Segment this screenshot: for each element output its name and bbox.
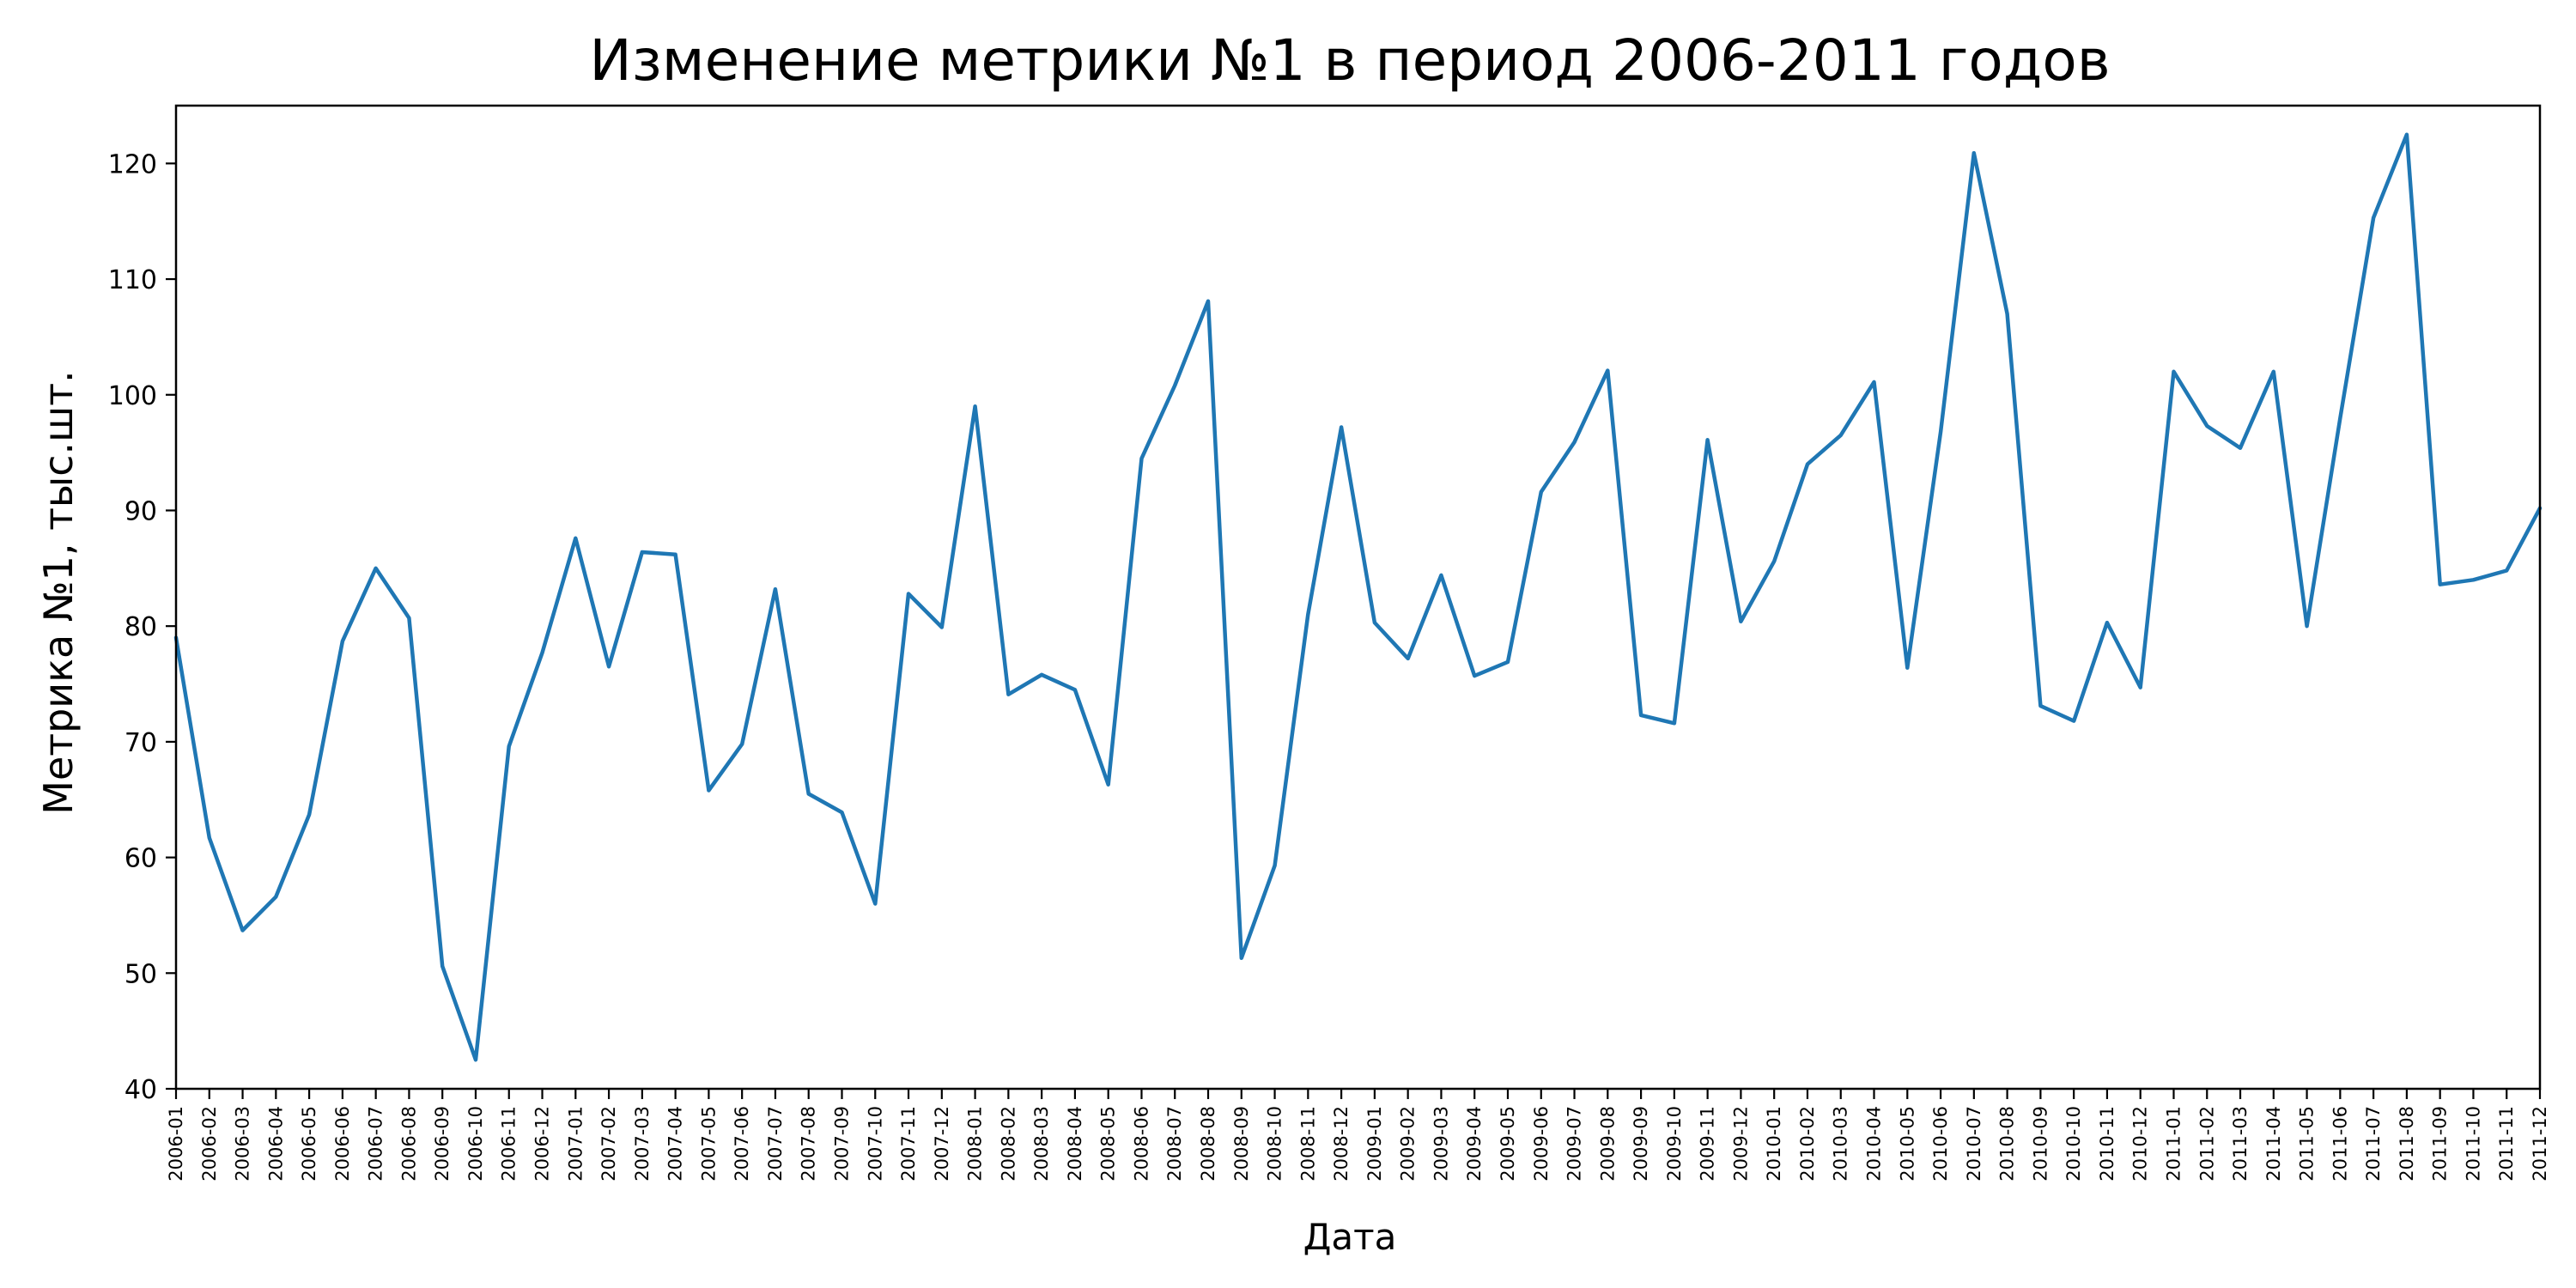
- x-tick-label: 2011-09: [2430, 1106, 2451, 1182]
- x-tick-label: 2008-02: [998, 1106, 1018, 1182]
- x-tick-label: 2006-10: [465, 1106, 486, 1182]
- x-tick-label: 2009-06: [1531, 1106, 1552, 1182]
- x-tick-label: 2006-04: [265, 1106, 286, 1182]
- y-tick-label: 60: [125, 844, 157, 874]
- x-tick-label: 2007-11: [898, 1106, 919, 1182]
- x-tick-label: 2009-02: [1398, 1106, 1419, 1182]
- x-tick-label: 2011-05: [2297, 1106, 2318, 1182]
- series-group: [173, 132, 2543, 1062]
- plot-area-frame: [174, 104, 2542, 1091]
- x-tick-label: 2011-04: [2263, 1106, 2284, 1182]
- x-tick-label: 2008-12: [1331, 1106, 1352, 1182]
- x-tick-label: 2006-03: [233, 1106, 253, 1182]
- x-tick-label: 2008-01: [965, 1106, 986, 1182]
- x-tick-label: 2011-06: [2330, 1106, 2350, 1182]
- x-tick-label: 2009-03: [1431, 1106, 1451, 1182]
- x-tick-label: 2010-10: [2063, 1106, 2084, 1182]
- x-tick-label: 2006-06: [332, 1106, 353, 1182]
- x-tick-label: 2010-06: [1930, 1106, 1951, 1182]
- x-tick-label: 2008-09: [1231, 1106, 1252, 1182]
- x-tick-label: 2010-05: [1897, 1106, 1917, 1182]
- x-tick-label: 2006-11: [499, 1106, 519, 1182]
- y-tick-label: 40: [125, 1075, 157, 1105]
- x-tick-label: 2008-04: [1065, 1106, 1085, 1182]
- y-tick-label: 100: [108, 381, 157, 411]
- y-tick-label: 90: [125, 496, 157, 526]
- x-tick-label: 2010-02: [1797, 1106, 1818, 1182]
- x-axis-ticks: 2006-01 2006-02 2006-03 2006-04 2006-05 2006-…: [166, 1089, 2550, 1182]
- x-tick-label: 2006-05: [299, 1106, 319, 1182]
- x-tick-label: 2010-03: [1831, 1106, 1851, 1182]
- x-tick-label: 2006-08: [398, 1106, 419, 1182]
- x-tick-label: 2009-04: [1464, 1106, 1485, 1182]
- y-axis-label: Метрика №1, тыс.шт.: [35, 370, 82, 814]
- x-tick-label: 2007-06: [732, 1106, 752, 1182]
- x-tick-label: 2008-03: [1031, 1106, 1052, 1182]
- x-tick-label: 2010-08: [1997, 1106, 2018, 1182]
- y-tick-label: 80: [125, 612, 157, 642]
- x-tick-label: 2010-04: [1864, 1106, 1885, 1182]
- x-tick-label: 2009-11: [1698, 1106, 1718, 1182]
- x-tick-label: 2007-02: [598, 1106, 619, 1182]
- x-tick-label: 2010-01: [1764, 1106, 1784, 1182]
- series-line-0: [173, 132, 2543, 1062]
- x-tick-label: 2009-01: [1364, 1106, 1385, 1182]
- x-tick-label: 2011-03: [2230, 1106, 2251, 1182]
- x-tick-label: 2009-07: [1564, 1106, 1585, 1182]
- x-tick-label: 2011-02: [2196, 1106, 2217, 1182]
- x-tick-label: 2008-08: [1198, 1106, 1218, 1182]
- x-tick-label: 2010-11: [2097, 1106, 2117, 1182]
- x-tick-label: 2011-10: [2463, 1106, 2483, 1182]
- x-tick-label: 2007-05: [698, 1106, 719, 1182]
- x-tick-label: 2007-04: [665, 1106, 686, 1182]
- y-axis-ticks: 40 50 60 70 80 90 100 110 120: [108, 149, 176, 1105]
- x-tick-label: 2011-01: [2163, 1106, 2184, 1182]
- chart-title: Изменение метрики №1 в период 2006-2011 …: [589, 27, 2110, 94]
- x-tick-label: 2007-07: [765, 1106, 786, 1182]
- x-axis-label: Дата: [1303, 1216, 1397, 1258]
- x-tick-label: 2009-12: [1730, 1106, 1751, 1182]
- x-tick-label: 2006-12: [532, 1106, 553, 1182]
- x-tick-label: 2010-07: [1964, 1106, 1984, 1182]
- x-tick-label: 2008-05: [1098, 1106, 1119, 1182]
- y-tick-label: 120: [108, 149, 157, 179]
- x-tick-label: 2010-09: [2030, 1106, 2050, 1182]
- x-tick-label: 2011-07: [2363, 1106, 2384, 1182]
- x-tick-label: 2008-06: [1131, 1106, 1151, 1182]
- x-tick-label: 2011-11: [2496, 1106, 2517, 1182]
- x-tick-label: 2006-07: [366, 1106, 386, 1182]
- x-tick-label: 2007-12: [932, 1106, 952, 1182]
- x-tick-label: 2007-08: [799, 1106, 819, 1182]
- x-tick-label: 2011-08: [2397, 1106, 2417, 1182]
- x-tick-label: 2006-09: [432, 1106, 453, 1182]
- x-tick-label: 2010-12: [2130, 1106, 2151, 1182]
- x-tick-label: 2009-05: [1498, 1106, 1518, 1182]
- y-tick-label: 110: [108, 265, 157, 295]
- x-tick-label: 2009-10: [1664, 1106, 1685, 1182]
- x-tick-label: 2011-12: [2530, 1106, 2550, 1182]
- x-tick-label: 2006-02: [199, 1106, 220, 1182]
- x-tick-label: 2008-10: [1265, 1106, 1285, 1182]
- y-tick-label: 50: [125, 959, 157, 989]
- x-tick-label: 2008-07: [1164, 1106, 1185, 1182]
- x-tick-label: 2008-11: [1297, 1106, 1318, 1182]
- x-tick-label: 2007-09: [831, 1106, 852, 1182]
- x-tick-label: 2009-09: [1631, 1106, 1651, 1182]
- x-tick-label: 2007-10: [865, 1106, 885, 1182]
- x-tick-label: 2006-01: [166, 1106, 186, 1182]
- x-tick-label: 2007-01: [565, 1106, 586, 1182]
- y-tick-label: 70: [125, 728, 157, 758]
- x-tick-label: 2007-03: [632, 1106, 653, 1182]
- x-tick-label: 2009-08: [1597, 1106, 1618, 1182]
